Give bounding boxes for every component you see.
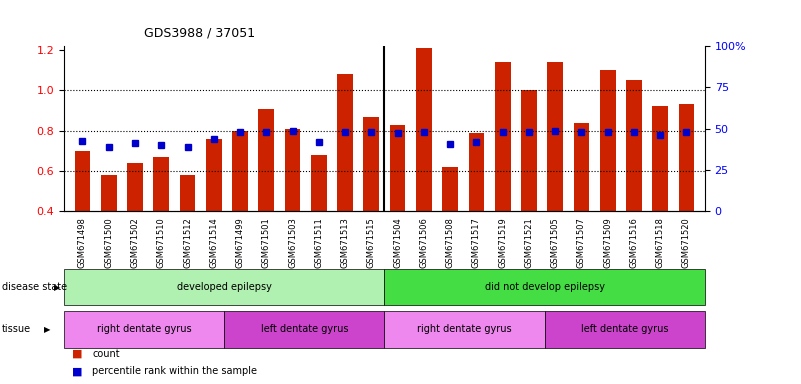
Bar xyxy=(442,167,458,211)
Text: right dentate gyrus: right dentate gyrus xyxy=(97,324,191,334)
Bar xyxy=(521,90,537,211)
Bar xyxy=(600,70,616,211)
Bar xyxy=(311,155,327,211)
Text: ■: ■ xyxy=(72,349,83,359)
Bar xyxy=(153,157,169,211)
Bar xyxy=(469,132,485,211)
Bar xyxy=(232,131,248,211)
Text: developed epilepsy: developed epilepsy xyxy=(177,282,272,292)
Text: right dentate gyrus: right dentate gyrus xyxy=(417,324,512,334)
Bar xyxy=(364,117,379,211)
Text: ▶: ▶ xyxy=(44,325,50,334)
Bar xyxy=(259,109,274,211)
Text: tissue: tissue xyxy=(2,324,30,334)
Bar xyxy=(678,104,694,211)
Text: did not develop epilepsy: did not develop epilepsy xyxy=(485,282,605,292)
Text: count: count xyxy=(92,349,119,359)
Text: ■: ■ xyxy=(72,366,83,376)
Bar xyxy=(127,163,143,211)
Bar xyxy=(206,139,222,211)
Bar xyxy=(495,62,510,211)
Bar xyxy=(284,129,300,211)
Text: GDS3988 / 37051: GDS3988 / 37051 xyxy=(144,27,256,40)
Bar xyxy=(74,151,91,211)
Text: percentile rank within the sample: percentile rank within the sample xyxy=(92,366,257,376)
Bar xyxy=(652,106,668,211)
Text: left dentate gyrus: left dentate gyrus xyxy=(581,324,669,334)
Bar xyxy=(101,175,117,211)
Bar xyxy=(416,48,432,211)
Text: disease state: disease state xyxy=(2,282,66,292)
Text: ▶: ▶ xyxy=(54,283,60,291)
Bar xyxy=(337,74,353,211)
Bar xyxy=(574,122,590,211)
Bar xyxy=(179,175,195,211)
Bar xyxy=(626,80,642,211)
Bar xyxy=(547,62,563,211)
Bar xyxy=(390,125,405,211)
Text: left dentate gyrus: left dentate gyrus xyxy=(260,324,348,334)
